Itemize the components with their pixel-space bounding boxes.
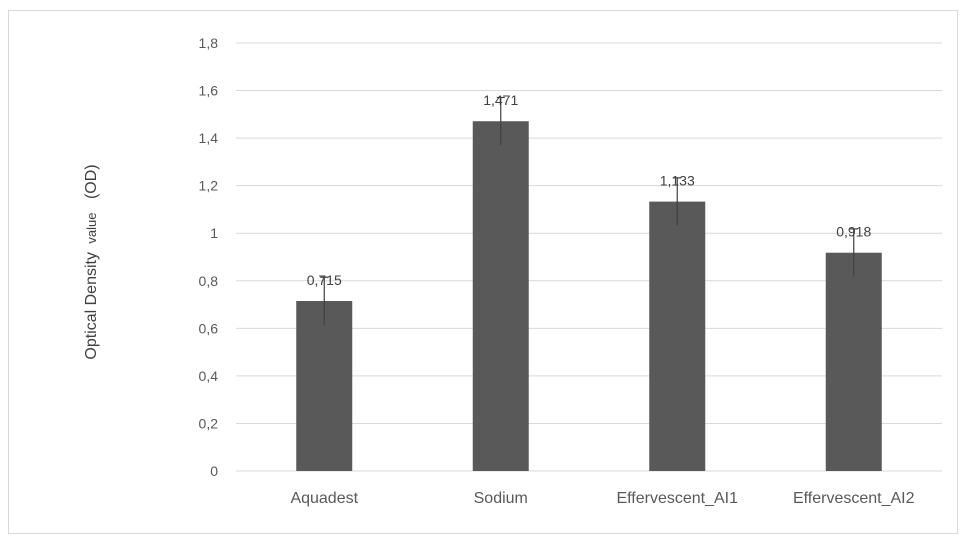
error-bars	[320, 96, 858, 325]
y-axis-title-main: Optical Density	[83, 252, 100, 360]
y-tick-label: 0,8	[199, 273, 219, 289]
x-category-label: Sodium	[474, 490, 528, 507]
bar-aquadest	[296, 300, 353, 471]
data-labels: 0,715 1,471 1,133 0,918	[307, 92, 872, 288]
y-tick-label: 0,2	[199, 415, 219, 431]
x-axis-category-labels: Aquadest Sodium Effervescent_AI1 Effervesce…	[290, 490, 914, 507]
bar-sodium	[472, 121, 529, 472]
y-tick-label: 0	[210, 463, 218, 479]
x-category-label: Aquadest	[290, 490, 358, 507]
y-tick-label: 0,4	[199, 368, 219, 384]
y-tick-label: 1,6	[199, 83, 219, 99]
data-label: 1,471	[483, 92, 518, 108]
data-label: 0,918	[836, 224, 871, 240]
data-label: 1,133	[660, 173, 695, 189]
x-category-label: Effervescent_AI1	[616, 490, 738, 507]
bars	[296, 121, 882, 472]
y-tick-label: 1,4	[199, 130, 219, 146]
y-axis-title-unit: value	[84, 212, 99, 243]
y-tick-label: 0,6	[199, 320, 219, 336]
y-axis-title: Optical Density value (OD)	[83, 164, 100, 359]
y-tick-label: 1,2	[199, 178, 219, 194]
bar-effervescent-ai2	[825, 252, 882, 471]
y-axis-tick-labels: 0 0,2 0,4 0,6 0,8 1 1,2 1,4 1,6 1,8	[199, 35, 219, 479]
gridlines	[236, 42, 942, 472]
y-tick-label: 1	[210, 225, 218, 241]
data-label: 0,715	[307, 272, 342, 288]
y-axis-title-suffix: (OD)	[83, 164, 100, 199]
y-tick-label: 1,8	[199, 35, 219, 51]
x-category-label: Effervescent_AI2	[793, 490, 915, 507]
bar-effervescent-ai1	[649, 201, 706, 471]
